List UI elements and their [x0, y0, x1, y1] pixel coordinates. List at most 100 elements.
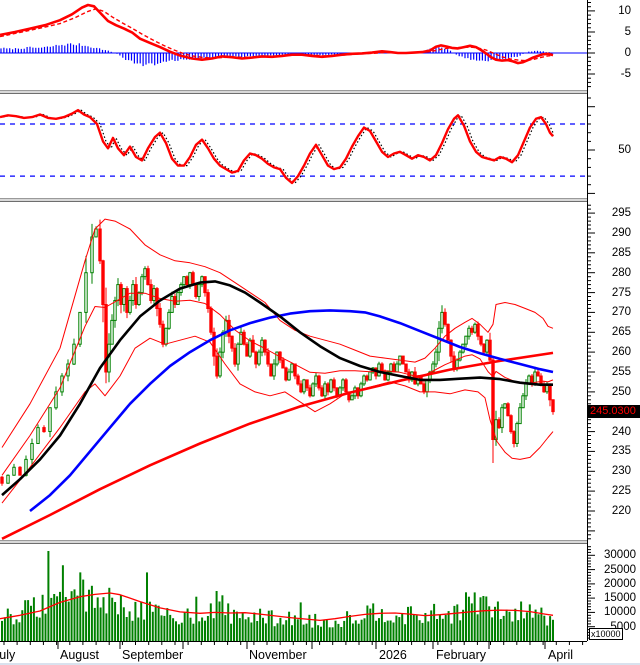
candle-body — [119, 284, 123, 305]
candle-body — [137, 292, 141, 305]
candle-body — [422, 383, 426, 393]
macd-plot[interactable] — [0, 0, 587, 90]
candle-body — [368, 371, 372, 381]
candle-body — [24, 458, 28, 476]
candle-body — [299, 383, 303, 393]
y-axis-label: 10000 — [604, 606, 636, 618]
panel-splitter-2[interactable] — [0, 198, 640, 202]
y-axis-label: 50 — [618, 144, 631, 156]
y-axis-label: 20000 — [604, 578, 636, 590]
candle-body — [173, 296, 177, 305]
y-axis-label: 290 — [611, 227, 631, 239]
y-axis-label: 295 — [611, 207, 631, 219]
candle-body — [221, 331, 225, 353]
candle-body — [125, 288, 129, 313]
time-axis-label: November — [249, 648, 307, 662]
y-axis-label: -5 — [620, 68, 631, 80]
candle-body — [479, 335, 483, 345]
candle-body — [227, 319, 231, 337]
y-axis-label: 255 — [611, 366, 631, 378]
volume-panel[interactable] — [0, 544, 587, 641]
y-axis-label: 260 — [611, 346, 631, 358]
y-axis-label: 225 — [611, 485, 631, 497]
y-axis-label: 0 — [624, 47, 631, 59]
candle-body — [131, 284, 135, 301]
candle-body — [149, 284, 153, 301]
candle-body — [152, 288, 156, 301]
candle-body — [365, 375, 369, 381]
time-axis: July August September November 2026 February A… — [0, 641, 640, 663]
candle-body — [344, 379, 348, 393]
candle-body — [185, 276, 189, 286]
candle-body — [434, 351, 438, 365]
candle-body — [161, 323, 165, 345]
candle-body — [491, 359, 495, 441]
candle-body — [512, 431, 516, 445]
candle-body — [110, 319, 114, 345]
candle-body — [212, 331, 216, 357]
candle-body — [128, 300, 132, 313]
candle-body — [518, 407, 522, 425]
candle-body — [218, 351, 222, 377]
candle-body — [476, 323, 480, 337]
candle-body — [248, 339, 252, 357]
candle-body — [242, 331, 246, 345]
candle-body — [485, 339, 489, 353]
candle-body — [30, 443, 34, 460]
time-axis-label: February — [436, 648, 487, 662]
candle-body — [524, 383, 528, 397]
candle-body — [548, 383, 552, 401]
candle-body — [536, 371, 540, 377]
candle-body — [101, 260, 105, 305]
y-axis-ticks — [587, 0, 595, 641]
candle-body — [446, 323, 450, 341]
candle-body — [251, 339, 255, 353]
stochastic-plot[interactable] — [0, 94, 587, 198]
candle-body — [54, 391, 58, 409]
candle-body — [18, 466, 22, 476]
last-price-badge: 245.0300 — [588, 405, 640, 418]
candle-body — [500, 407, 504, 429]
candle-body — [515, 423, 519, 445]
candle-body — [203, 276, 207, 294]
candle-body — [36, 427, 40, 445]
candle-body — [197, 284, 201, 297]
candle-body — [94, 228, 98, 238]
candle-body — [509, 415, 513, 433]
time-axis-label: August — [60, 648, 99, 662]
candle-body — [140, 276, 144, 294]
candle-body — [206, 292, 210, 309]
candle-body — [194, 284, 198, 297]
candle-body — [305, 379, 309, 389]
stochastic-panel[interactable] — [0, 94, 587, 198]
candle-body — [290, 363, 294, 373]
panel-splitter-3[interactable] — [0, 540, 640, 544]
candle-body — [143, 268, 147, 278]
candle-body — [182, 276, 186, 286]
y-axis-column: 10 5 0 -5 50 295 290 285 280 275 270 265 260 255 250 24… — [587, 0, 640, 641]
candle-body — [389, 363, 393, 373]
candle-body — [323, 383, 327, 397]
bollinger-middle-band — [1, 292, 554, 476]
bollinger-lower-band — [1, 335, 554, 504]
price-plot[interactable] — [0, 202, 587, 540]
candle-body — [449, 339, 453, 357]
stoch-signal-line — [2, 109, 554, 184]
volume-plot[interactable] — [0, 544, 587, 641]
candle-body — [392, 363, 396, 373]
panel-splitter-1[interactable] — [0, 90, 640, 94]
macd-panel[interactable] — [0, 0, 587, 90]
candle-body — [191, 272, 195, 286]
price-panel[interactable] — [0, 202, 587, 540]
candle-body — [329, 379, 333, 393]
candle-body — [78, 311, 82, 345]
macd-line — [0, 3, 554, 65]
candle-body — [293, 363, 297, 377]
candle-body — [263, 339, 267, 353]
candle-body — [503, 403, 507, 409]
candle-body — [176, 292, 180, 305]
time-axis-label: April — [548, 648, 574, 662]
candle-body — [443, 311, 447, 325]
candle-body — [155, 288, 159, 309]
